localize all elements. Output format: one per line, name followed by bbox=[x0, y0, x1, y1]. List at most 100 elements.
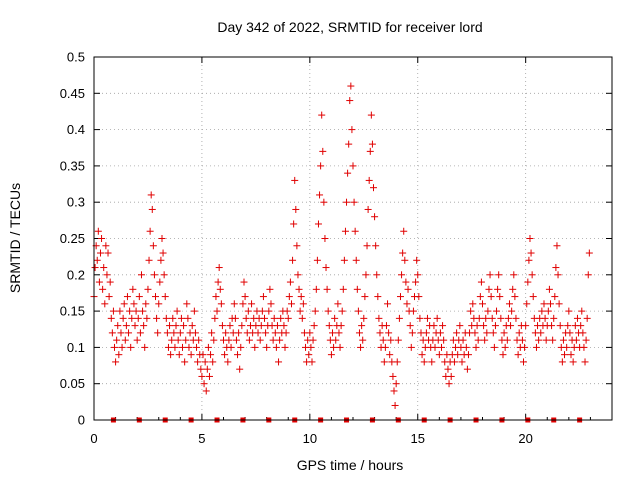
data-point bbox=[420, 358, 428, 366]
data-point bbox=[193, 343, 201, 351]
data-point bbox=[344, 169, 352, 177]
data-point bbox=[363, 242, 371, 250]
data-point bbox=[324, 307, 332, 315]
data-point bbox=[139, 307, 147, 315]
data-point bbox=[479, 300, 486, 308]
data-point bbox=[485, 285, 493, 293]
data-point bbox=[580, 343, 588, 351]
data-point bbox=[293, 242, 301, 250]
data-point bbox=[558, 358, 566, 366]
data-point bbox=[115, 351, 123, 359]
data-point bbox=[215, 264, 223, 272]
data-point bbox=[538, 307, 546, 315]
data-point bbox=[380, 358, 388, 366]
data-point bbox=[269, 336, 277, 344]
data-point bbox=[242, 314, 250, 322]
data-point bbox=[313, 256, 321, 264]
data-point bbox=[184, 314, 192, 322]
data-point bbox=[122, 322, 130, 330]
data-point bbox=[565, 307, 573, 315]
data-point bbox=[456, 322, 464, 330]
data-point bbox=[99, 285, 107, 293]
data-point bbox=[104, 249, 112, 257]
data-point bbox=[386, 351, 394, 359]
data-point bbox=[289, 256, 297, 264]
data-point bbox=[299, 300, 307, 308]
data-point bbox=[515, 329, 523, 337]
data-point bbox=[102, 242, 110, 250]
data-point bbox=[371, 213, 379, 221]
data-point bbox=[317, 162, 325, 170]
data-point bbox=[346, 97, 354, 105]
data-point bbox=[433, 314, 441, 322]
data-point bbox=[125, 329, 133, 337]
data-point bbox=[211, 314, 219, 322]
data-point bbox=[240, 278, 248, 286]
data-point bbox=[96, 249, 104, 257]
data-point bbox=[310, 322, 318, 330]
data-point bbox=[474, 336, 482, 344]
data-point bbox=[437, 343, 445, 351]
data-point bbox=[161, 293, 169, 301]
data-point bbox=[157, 256, 165, 264]
y-tick-label: 0.3 bbox=[67, 195, 85, 210]
data-point bbox=[212, 293, 220, 301]
y-tick-label: 0.15 bbox=[60, 304, 85, 319]
data-point bbox=[117, 329, 125, 337]
data-point bbox=[91, 264, 99, 272]
data-point bbox=[504, 314, 512, 322]
data-point bbox=[546, 300, 554, 308]
data-point bbox=[463, 365, 471, 373]
data-point bbox=[493, 307, 501, 315]
data-point bbox=[505, 300, 513, 308]
data-point bbox=[93, 256, 101, 264]
data-point bbox=[276, 336, 284, 344]
data-point bbox=[353, 285, 361, 293]
data-point bbox=[217, 300, 225, 308]
data-point bbox=[367, 111, 375, 119]
data-point bbox=[339, 285, 347, 293]
data-point bbox=[259, 293, 267, 301]
data-point bbox=[291, 176, 299, 184]
data-point bbox=[225, 336, 233, 344]
data-point bbox=[435, 351, 443, 359]
data-point bbox=[343, 198, 351, 206]
data-point bbox=[537, 329, 545, 337]
y-tick-label: 0.4 bbox=[67, 122, 85, 137]
data-point bbox=[309, 336, 317, 344]
data-point bbox=[334, 300, 342, 308]
data-point bbox=[175, 351, 183, 359]
data-point bbox=[316, 191, 324, 199]
data-point bbox=[327, 351, 335, 359]
data-point bbox=[365, 176, 373, 184]
data-point bbox=[373, 271, 381, 279]
data-point bbox=[266, 285, 274, 293]
data-point bbox=[295, 285, 303, 293]
data-point bbox=[450, 358, 458, 366]
data-point bbox=[567, 351, 575, 359]
data-point bbox=[226, 322, 234, 330]
data-point bbox=[559, 336, 567, 344]
data-point bbox=[237, 343, 245, 351]
data-point bbox=[340, 256, 348, 264]
data-point bbox=[118, 343, 126, 351]
x-axis-label: GPS time / hours bbox=[297, 457, 404, 473]
data-point bbox=[525, 256, 533, 264]
data-point bbox=[518, 336, 526, 344]
data-point bbox=[500, 329, 508, 337]
data-point bbox=[285, 293, 293, 301]
data-point bbox=[162, 314, 170, 322]
data-point bbox=[282, 329, 290, 337]
data-point bbox=[177, 314, 185, 322]
data-point bbox=[261, 314, 269, 322]
data-point bbox=[267, 300, 275, 308]
data-point bbox=[484, 307, 492, 315]
data-point bbox=[528, 271, 536, 279]
data-point bbox=[552, 264, 560, 272]
data-point bbox=[430, 322, 438, 330]
data-point bbox=[258, 307, 266, 315]
data-point bbox=[532, 343, 540, 351]
data-point bbox=[501, 343, 509, 351]
data-point bbox=[321, 235, 329, 242]
data-point bbox=[341, 227, 349, 235]
